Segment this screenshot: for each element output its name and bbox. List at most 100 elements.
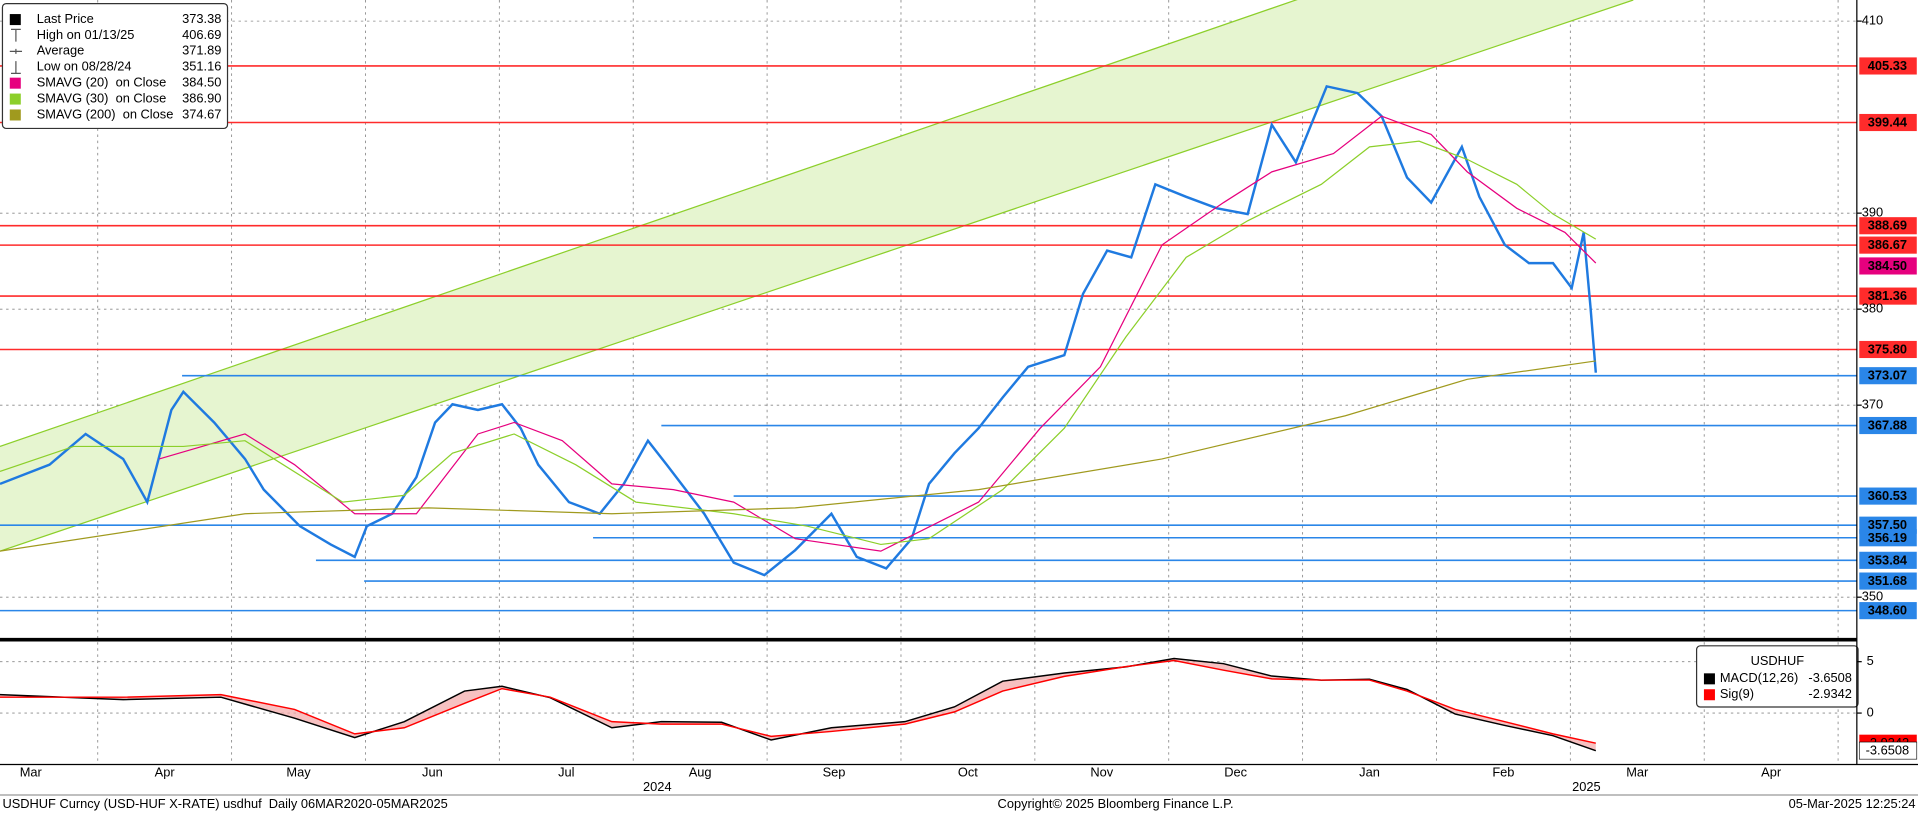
series-line xyxy=(0,659,1596,744)
sma-tag-bg xyxy=(1859,257,1917,275)
x-tick-label: Jan xyxy=(1359,764,1380,779)
legend-label: Last Price xyxy=(37,11,94,26)
legend-value: 351.16 xyxy=(182,59,221,74)
x-tick-label: Mar xyxy=(20,764,43,779)
legend-glyph xyxy=(11,61,21,74)
x-tick-label: Nov xyxy=(1090,764,1113,779)
level-tag: 351.68 xyxy=(1868,573,1907,588)
footer-left: USDHUF Curncy (USD-HUF X-RATE) usdhuf Da… xyxy=(2,796,447,811)
y-tick-label: 370 xyxy=(1862,397,1883,412)
level-tag: 357.50 xyxy=(1868,517,1907,532)
legend-label: SMAVG (20) on Close xyxy=(37,75,167,90)
legend-swatch xyxy=(9,93,21,105)
legend-value: -2.9342 xyxy=(1808,686,1852,701)
legend-swatch xyxy=(9,77,21,89)
level-tag-bg xyxy=(1859,113,1917,132)
legend-glyph xyxy=(11,28,21,42)
price-pane xyxy=(0,0,1857,639)
level-tag-bg xyxy=(1859,367,1917,385)
legend-swatch xyxy=(9,109,21,121)
level-tag: 367.88 xyxy=(1868,418,1907,433)
y-tick-label: 410 xyxy=(1862,13,1883,28)
legend-value: 373.38 xyxy=(182,11,221,26)
legend-label: High on 01/13/25 xyxy=(37,27,135,42)
legend-label: SMAVG (30) on Close xyxy=(37,90,167,105)
level-tag: 356.19 xyxy=(1868,530,1907,545)
macd-pane xyxy=(0,642,1857,765)
x-tick-label: Sep xyxy=(823,764,846,779)
series-line xyxy=(0,657,1597,752)
x-tick-label: Mar xyxy=(1626,764,1649,779)
channel-line xyxy=(0,0,1298,448)
legend-value: 384.50 xyxy=(182,75,221,90)
x-tick-label: Dec xyxy=(1224,764,1247,779)
level-tag-bg xyxy=(1859,551,1917,569)
x-tick-label: Apr xyxy=(1761,764,1782,779)
level-tag: 353.84 xyxy=(1868,552,1908,567)
x-tick-label: Jun xyxy=(422,764,443,779)
channel-line xyxy=(0,0,1634,552)
y-tick-label: 380 xyxy=(1862,301,1883,316)
value-tag-bg xyxy=(1858,741,1918,760)
level-tag-bg xyxy=(1859,529,1917,547)
level-tag-bg xyxy=(1859,287,1917,305)
series-line xyxy=(0,360,1596,552)
legend-title: USDHUF xyxy=(1751,653,1805,668)
level-tag-bg xyxy=(1859,572,1917,590)
level-tag: 360.53 xyxy=(1868,488,1907,503)
y-tick-label: 390 xyxy=(1862,205,1883,220)
x-tick-label: Apr xyxy=(155,764,176,779)
level-tag: 381.36 xyxy=(1868,288,1907,303)
level-tag: 373.07 xyxy=(1868,368,1907,383)
legend-label: MACD(12,26) xyxy=(1720,670,1798,685)
x-tick-label: May xyxy=(286,764,311,779)
legend-box xyxy=(1,3,229,130)
level-tag: 348.60 xyxy=(1868,603,1907,618)
legend-label: Average xyxy=(37,43,85,58)
legend-swatch xyxy=(1703,689,1715,701)
level-tag-bg xyxy=(1859,57,1917,75)
level-tag-bg xyxy=(1859,236,1917,254)
series-line xyxy=(159,115,1597,552)
legend-label: SMAVG (200) on Close xyxy=(37,106,174,121)
legend-glyph xyxy=(9,48,23,54)
footer-center: Copyright© 2025 Bloomberg Finance L.P. xyxy=(998,796,1234,811)
sma-tag: 384.50 xyxy=(1868,258,1907,273)
year-label: 2024 xyxy=(643,779,672,794)
level-tag: 399.44 xyxy=(1868,115,1908,130)
level-tag-bg xyxy=(1859,340,1917,359)
footer-right: 05-Mar-2025 12:25:24 xyxy=(1789,796,1916,811)
level-tag-bg xyxy=(1859,217,1917,235)
level-tag: 405.33 xyxy=(1868,58,1907,73)
x-tick-label: Oct xyxy=(958,764,978,779)
legend-value: 371.89 xyxy=(182,43,221,58)
series-line xyxy=(0,140,1597,546)
year-label: 2025 xyxy=(1572,779,1601,794)
x-tick-label: Jul xyxy=(558,764,574,779)
y-tick-label: 0 xyxy=(1867,704,1874,719)
y-tick-label: 350 xyxy=(1862,589,1883,604)
level-tag: 375.80 xyxy=(1868,341,1907,356)
macd-fill xyxy=(0,658,1596,751)
legend-swatch xyxy=(9,14,21,26)
level-tag-bg xyxy=(1859,602,1917,620)
y-tick-label: 5 xyxy=(1867,653,1874,668)
legend-label: Low on 08/28/24 xyxy=(37,59,132,74)
legend-value: 374.67 xyxy=(182,106,221,121)
level-tag: 388.69 xyxy=(1868,218,1907,233)
level-tag-bg xyxy=(1859,416,1917,435)
legend-value: 406.69 xyxy=(182,27,221,42)
legend-value: 386.90 xyxy=(182,90,221,105)
legend-label: Sig(9) xyxy=(1720,686,1754,701)
x-tick-label: Feb xyxy=(1492,764,1514,779)
level-tag-bg xyxy=(1859,487,1917,505)
level-tag: 386.67 xyxy=(1868,237,1907,252)
legend-box xyxy=(1695,645,1859,708)
value-tag: -3.6508 xyxy=(1866,743,1910,758)
x-tick-label: Aug xyxy=(689,764,712,779)
legend-value: -3.6508 xyxy=(1808,670,1852,685)
legend-swatch xyxy=(1703,673,1715,685)
overlay: 405.33 399.44 388.69 386.67 381.36 375.80 373.… xyxy=(1,3,1918,760)
